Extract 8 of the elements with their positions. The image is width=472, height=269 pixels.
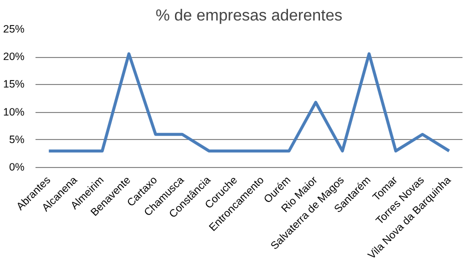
- y-tick-label: 15%: [3, 78, 26, 91]
- y-tick-label: 10%: [3, 106, 26, 118]
- y-tick-label: 0%: [9, 162, 26, 174]
- y-tick-label: 5%: [9, 134, 26, 146]
- chart-title: % de empresas aderentes: [156, 8, 342, 24]
- y-tick-label: 25%: [3, 24, 26, 36]
- line-series: [47, 52, 451, 152]
- y-tick-label: 20%: [3, 51, 26, 64]
